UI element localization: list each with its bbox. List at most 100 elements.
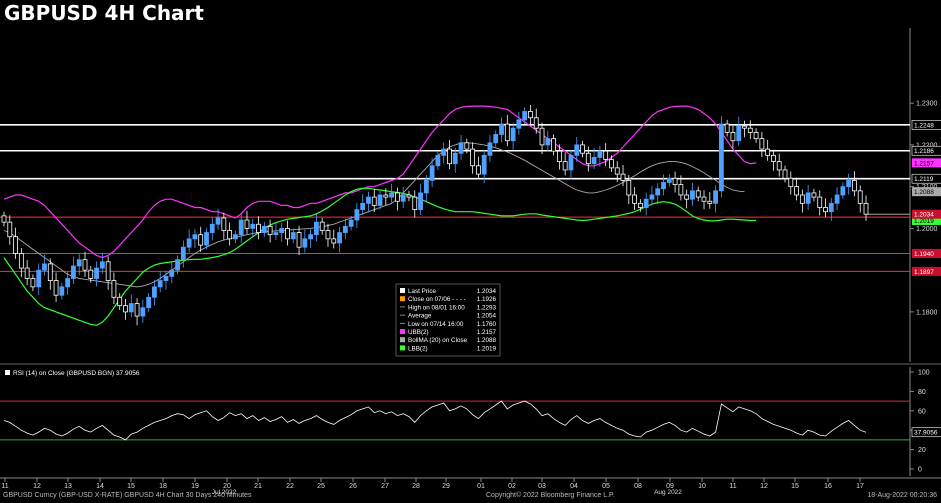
candle-body: [308, 234, 314, 240]
candle: [24, 260, 30, 286]
candle: [626, 174, 632, 205]
time-tick-label: 18: [159, 483, 167, 490]
candle: [823, 198, 828, 218]
candle: [337, 227, 342, 253]
candle-body: [626, 179, 632, 196]
candle: [273, 223, 279, 241]
band-tag-text-1.2157: 1.2157: [914, 160, 934, 167]
candle: [828, 197, 834, 221]
candle-body: [400, 194, 406, 202]
legend-value: 1.2034: [477, 288, 497, 295]
candle-body: [71, 265, 76, 279]
candle-body: [429, 165, 435, 181]
candle: [342, 218, 348, 240]
candle: [533, 108, 539, 134]
month-label-jul: Jul 2022: [212, 489, 237, 496]
band-tag-text-1.2088: 1.2088: [914, 189, 934, 196]
legend-swatch: [400, 296, 405, 302]
candle: [678, 175, 684, 201]
candle: [53, 272, 59, 302]
candle-body: [805, 192, 811, 204]
candle-body: [620, 173, 626, 181]
candle-body: [325, 230, 331, 240]
candle: [279, 222, 285, 242]
legend-value: 1.1760: [477, 321, 497, 328]
candle-body: [441, 148, 447, 156]
candle: [76, 254, 82, 276]
time-tick-label: 12: [760, 483, 768, 490]
price-tick-label: 1.2200: [916, 142, 938, 149]
candle-body: [753, 131, 759, 140]
candle: [400, 187, 406, 208]
candle: [504, 114, 510, 147]
candle: [591, 148, 597, 170]
candle-body: [742, 125, 747, 129]
candle: [163, 270, 169, 290]
candle: [435, 151, 441, 170]
candle: [562, 152, 568, 176]
candle: [655, 183, 661, 205]
candle-body: [556, 150, 562, 163]
candle: [863, 195, 869, 221]
candle: [661, 174, 666, 196]
candle-body: [452, 152, 458, 165]
candle: [481, 149, 487, 184]
level-tag-text-1.2186: 1.2186: [914, 148, 934, 155]
candle: [753, 128, 759, 143]
candle-body: [302, 238, 308, 248]
candle: [857, 185, 863, 213]
candle-body: [18, 253, 24, 269]
bollinger-lower-band: [3, 187, 757, 326]
candle: [840, 182, 846, 200]
time-tick-label: 16: [824, 483, 832, 490]
candle-body: [111, 280, 117, 298]
candle: [233, 230, 238, 244]
candle: [805, 184, 811, 211]
legend-label: Low on 07/14 16:00: [408, 321, 464, 328]
price-tick-label: 1.1800: [916, 309, 938, 316]
candle-body: [233, 234, 238, 240]
candle-body: [481, 154, 487, 175]
legend-value: 1.2019: [477, 345, 497, 352]
candle-body: [747, 127, 753, 133]
candle-body: [261, 225, 267, 233]
candle-body: [377, 194, 383, 206]
band-tag-1.2019: [912, 215, 941, 225]
level-tag-text-1.2119: 1.2119: [914, 176, 934, 183]
candle: [771, 149, 776, 171]
candle-body: [632, 194, 637, 204]
legend-swatch: [400, 337, 405, 343]
candle: [47, 258, 53, 290]
candle-body: [238, 219, 244, 236]
candle-body: [823, 207, 828, 213]
candle-body: [464, 142, 470, 150]
candle-body: [82, 259, 88, 271]
bollinger-middle-band: [3, 142, 745, 288]
candle: [88, 265, 94, 283]
candle: [366, 191, 371, 213]
candle-body: [117, 296, 123, 307]
time-tick-label: 19: [191, 483, 199, 490]
candle-body: [105, 261, 111, 281]
candle: [695, 186, 701, 202]
time-tick-label: 27: [381, 483, 389, 490]
bollinger-upper-band: [3, 105, 757, 259]
candle: [632, 187, 637, 211]
candle: [556, 144, 562, 170]
time-tick-label: 12: [33, 483, 41, 490]
legend-label: Last Price: [408, 288, 436, 295]
time-tick-label: 01: [477, 483, 485, 490]
candle-body: [840, 186, 846, 196]
candle-body: [794, 186, 799, 196]
candle-body: [574, 144, 580, 156]
candle: [423, 174, 429, 203]
candle-body: [707, 200, 713, 204]
candle: [175, 255, 180, 275]
candle: [204, 228, 209, 250]
candle-body: [857, 190, 863, 204]
level-tag-text-1.1940: 1.1940: [914, 251, 934, 258]
candle-body: [435, 154, 441, 167]
candle: [308, 229, 314, 249]
candle: [30, 274, 36, 292]
level-tag-1.1940: [912, 248, 941, 258]
